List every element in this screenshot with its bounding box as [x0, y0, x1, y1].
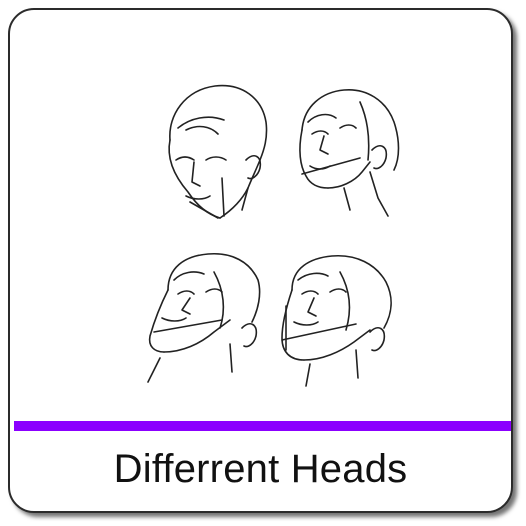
heads-illustration — [147, 84, 400, 387]
card-tile[interactable]: Differrent Heads — [8, 8, 513, 513]
head-sketch-bottom-right — [281, 254, 392, 387]
accent-bar — [14, 421, 511, 431]
card-caption: Differrent Heads — [113, 447, 408, 491]
head-sketch-top-right — [299, 89, 400, 217]
head-sketch-bottom-left — [147, 252, 261, 383]
head-sketch-top-left — [168, 84, 268, 219]
